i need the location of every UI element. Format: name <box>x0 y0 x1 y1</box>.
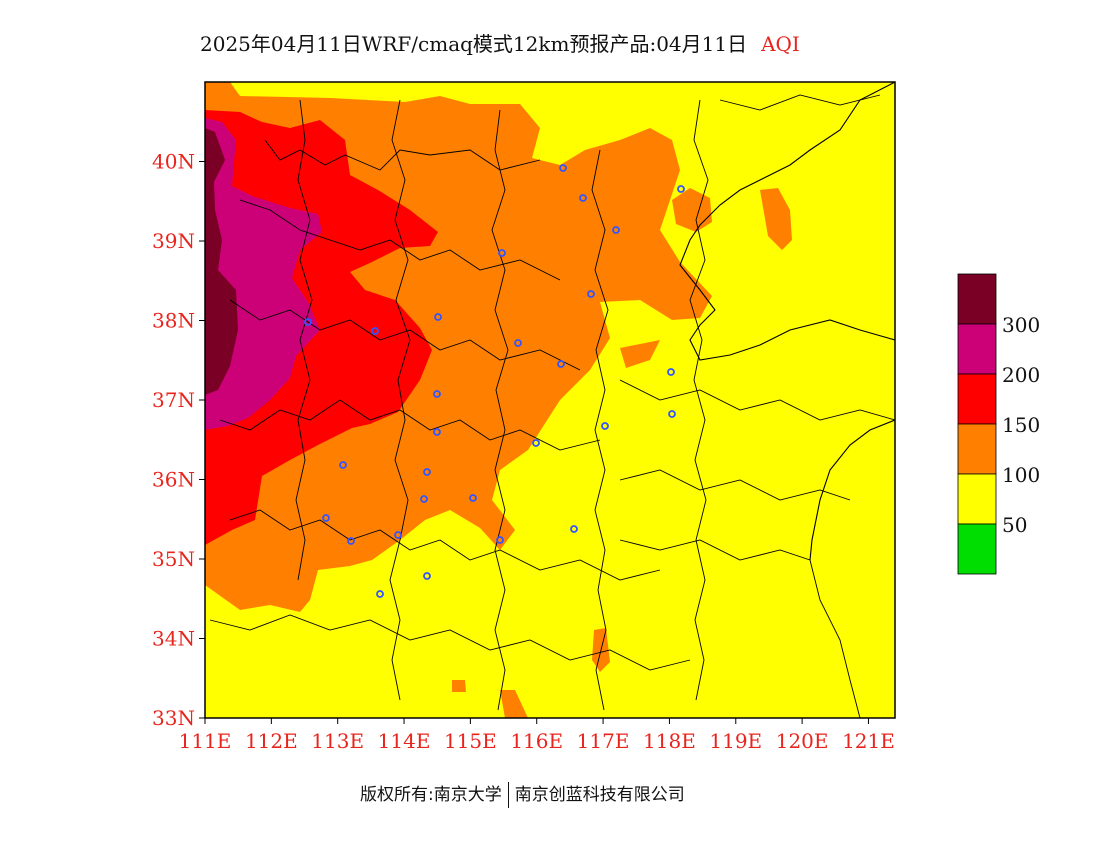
copyright-text: 版权所有:南京大学 <box>360 785 502 805</box>
field-sensitive-blob <box>760 188 792 250</box>
lon-label: 117E <box>577 729 630 753</box>
station-marker <box>587 290 595 298</box>
station-marker <box>423 572 431 580</box>
lat-label: 38N <box>152 309 195 333</box>
lat-label: 36N <box>152 468 195 492</box>
station-marker <box>667 368 675 376</box>
station-marker <box>570 525 578 533</box>
station-marker <box>557 360 565 368</box>
station-marker <box>579 194 587 202</box>
legend-swatch <box>957 423 997 475</box>
lon-label: 120E <box>776 729 829 753</box>
legend-label: 200 <box>1002 363 1040 387</box>
station-marker <box>434 313 442 321</box>
coastline-east <box>809 419 895 561</box>
lon-label: 115E <box>444 729 497 753</box>
legend-label: 50 <box>1002 513 1027 537</box>
station-marker <box>347 537 355 545</box>
lat-label: 33N <box>152 706 195 730</box>
field-sensitive-blob <box>500 690 528 718</box>
station-marker <box>304 318 312 326</box>
lon-label: 112E <box>245 729 298 753</box>
station-marker <box>322 514 330 522</box>
lat-label: 39N <box>152 229 195 253</box>
lon-label: 116E <box>510 729 563 753</box>
station-marker <box>532 439 540 447</box>
legend-label: 300 <box>1002 313 1040 337</box>
title-variable: AQI <box>761 32 800 56</box>
footer-separator <box>507 782 509 808</box>
station-marker <box>668 410 676 418</box>
lon-label: 113E <box>311 729 364 753</box>
legend-swatch <box>957 373 997 425</box>
station-marker <box>394 531 402 539</box>
lon-label: 114E <box>378 729 431 753</box>
lat-label: 40N <box>152 150 195 174</box>
coastline <box>679 82 895 361</box>
footer: 版权所有:南京大学 南京创蓝科技有限公司 <box>360 780 685 808</box>
field-very-unhealthy <box>205 118 322 430</box>
legend-swatch <box>957 523 997 575</box>
legend-label: 100 <box>1002 463 1040 487</box>
title-main: 2025年04月11日WRF/cmaq模式12km预报产品:04月11日 <box>200 32 748 56</box>
station-marker <box>677 185 685 193</box>
legend-swatch <box>957 323 997 375</box>
station-marker <box>420 495 428 503</box>
station-marker <box>559 164 567 172</box>
lat-label: 35N <box>152 547 195 571</box>
company-text: 南京创蓝科技有限公司 <box>514 785 685 805</box>
lon-label: 119E <box>709 729 762 753</box>
boundaries <box>209 94 895 718</box>
station-marker <box>433 428 441 436</box>
lon-label: 118E <box>643 729 696 753</box>
legend: 300 200 150 100 50 <box>957 273 1040 575</box>
lat-label: 34N <box>152 627 195 651</box>
station-markers <box>304 164 685 598</box>
station-marker <box>498 249 506 257</box>
station-marker <box>601 422 609 430</box>
lon-label: 111E <box>179 729 232 753</box>
field-sensitive-blob <box>452 680 466 692</box>
station-marker <box>496 536 504 544</box>
field-hazardous <box>205 128 238 395</box>
station-marker <box>376 590 384 598</box>
legend-label: 150 <box>1002 413 1040 437</box>
chart-title: 2025年04月11日WRF/cmaq模式12km预报产品:04月11日 AQI <box>200 28 800 57</box>
station-marker <box>469 494 477 502</box>
field-sensitive-blob <box>620 340 660 368</box>
station-marker <box>371 327 379 335</box>
station-marker <box>423 468 431 476</box>
legend-swatch <box>957 473 997 525</box>
station-marker <box>514 339 522 347</box>
station-marker <box>612 226 620 234</box>
legend-swatch <box>957 273 997 325</box>
station-marker <box>433 390 441 398</box>
lat-label: 37N <box>152 388 195 412</box>
lon-label: 121E <box>842 729 895 753</box>
aqi-field <box>205 82 895 718</box>
station-marker <box>339 461 347 469</box>
